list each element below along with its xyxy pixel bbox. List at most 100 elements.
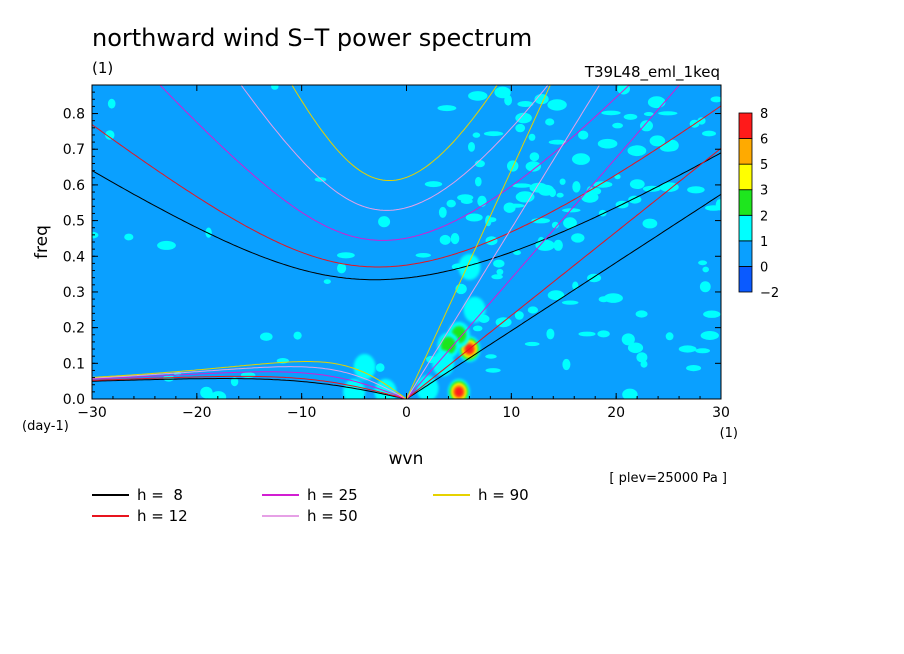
spectrum-patch bbox=[687, 186, 705, 194]
spectrum-patch bbox=[623, 113, 638, 120]
x-tick-label: 20 bbox=[607, 405, 625, 421]
spectrum-patch bbox=[514, 311, 524, 320]
spectrum-patch bbox=[438, 206, 447, 218]
spectrum-patch bbox=[524, 341, 540, 347]
spectrum-patch bbox=[107, 98, 116, 109]
spectrum-patch bbox=[562, 358, 571, 371]
spectrum-patch bbox=[578, 130, 589, 140]
spectrum-patch bbox=[678, 345, 697, 353]
spectrum-patch bbox=[475, 176, 482, 187]
y-tick-label: 0.2 bbox=[63, 321, 85, 337]
spectrum-patch bbox=[483, 131, 504, 137]
spectrum-patch bbox=[512, 183, 532, 188]
legend-label: h = 8 bbox=[137, 486, 183, 504]
x-tick-label: −30 bbox=[77, 405, 107, 421]
spectrum-patch bbox=[627, 145, 647, 157]
spectrum-patch bbox=[460, 198, 473, 204]
peak-contour bbox=[463, 296, 486, 323]
colorbar-swatch bbox=[738, 214, 753, 242]
spectrum-patch bbox=[529, 182, 548, 193]
rossby-curve bbox=[92, 375, 407, 399]
spectrum-patch bbox=[437, 105, 457, 112]
spectrum-patch bbox=[597, 330, 610, 338]
legend-label: h = 50 bbox=[307, 507, 358, 525]
chart-title: northward wind S–T power spectrum bbox=[92, 24, 532, 52]
legend-label: h = 25 bbox=[307, 486, 358, 504]
colorbar-swatch bbox=[738, 240, 753, 267]
spectrum-patch bbox=[549, 188, 556, 198]
spectrum-patch bbox=[504, 94, 512, 106]
spectrum-patch bbox=[92, 231, 99, 239]
spectrum-patch bbox=[200, 386, 213, 399]
spectrum-patch bbox=[124, 233, 134, 241]
colorbar: −2 0 1 2 3 5 6 8 bbox=[738, 107, 779, 301]
spectrum-patch bbox=[572, 181, 581, 193]
spectrum-patch bbox=[665, 332, 674, 341]
dispersion-curves-h50 bbox=[92, 85, 601, 399]
plot-area bbox=[92, 85, 721, 399]
rossby-curve bbox=[92, 378, 407, 399]
inertio-gravity-curve bbox=[92, 105, 721, 268]
spectrum-patch bbox=[450, 233, 460, 245]
spectrum-patch bbox=[260, 332, 273, 341]
spectrum-patch bbox=[572, 153, 590, 165]
rossby-curve bbox=[92, 361, 407, 399]
spectrum-patch bbox=[515, 112, 532, 124]
spectrum-patch bbox=[635, 310, 648, 318]
colorbar-label: 3 bbox=[760, 184, 768, 199]
inertio-gravity-curve bbox=[291, 85, 498, 181]
colorbar-swatch bbox=[738, 189, 753, 216]
spectrum-patch bbox=[472, 325, 483, 332]
spectrum-patch bbox=[485, 368, 501, 373]
rossby-curve bbox=[92, 371, 407, 399]
spectral-peak bbox=[458, 254, 481, 280]
x-unit-label: (1) bbox=[720, 426, 738, 441]
spectrum-patch bbox=[571, 233, 585, 243]
spectrum-patch bbox=[474, 160, 485, 168]
colorbar-label: 2 bbox=[760, 209, 768, 224]
chart-subtitle-left: (1) bbox=[92, 59, 113, 77]
x-tick-label: −20 bbox=[182, 405, 212, 421]
spectrum-patch bbox=[375, 363, 385, 372]
spectrum-patch bbox=[563, 217, 577, 229]
x-tick-label: 0 bbox=[402, 405, 411, 421]
spectrum-patch bbox=[702, 266, 709, 273]
y-tick-label: 0.1 bbox=[63, 356, 85, 372]
legend-label: h = 12 bbox=[137, 507, 188, 525]
spectrum-patch bbox=[491, 274, 503, 280]
legend-item: h = 8 bbox=[92, 486, 183, 504]
spectrum-patch bbox=[230, 377, 239, 387]
kelvin-curve bbox=[406, 193, 721, 399]
spectrum-patch bbox=[105, 130, 115, 140]
spectrum-patch bbox=[710, 96, 721, 103]
spectrum-patch bbox=[527, 306, 539, 314]
spectrum-patch bbox=[603, 293, 623, 303]
peak-contour bbox=[454, 386, 464, 397]
x-tick-label: −10 bbox=[287, 405, 317, 421]
spectrum-patch bbox=[205, 227, 212, 238]
spectrum-patch bbox=[551, 221, 559, 229]
spectrum-patch bbox=[503, 202, 516, 213]
dispersion-curves bbox=[92, 85, 721, 399]
colorbar-label: 5 bbox=[760, 158, 768, 173]
spectrum-texture bbox=[92, 85, 721, 399]
colorbar-swatch bbox=[738, 138, 753, 165]
dispersion-curves-h8 bbox=[92, 152, 721, 399]
spectrum-patch bbox=[293, 331, 302, 340]
spectrum-patch bbox=[548, 139, 567, 145]
x-axis: −30 −20 −10 0 10 20 30 bbox=[77, 85, 730, 421]
chart-subtitle-right: T39L48_eml_1keq bbox=[584, 63, 720, 82]
legend-item: h = 12 bbox=[92, 507, 188, 525]
spectrum-patch bbox=[659, 182, 679, 192]
spectrum-patch bbox=[415, 253, 431, 258]
spectrum-patch bbox=[628, 195, 642, 204]
spectrum-patch bbox=[702, 130, 716, 137]
spectrum-patch bbox=[621, 333, 635, 346]
inertio-gravity-curve bbox=[92, 152, 721, 281]
spectrum-patch bbox=[553, 239, 563, 251]
rossby-curve bbox=[92, 366, 407, 399]
pressure-level-note: [ plev=25000 Pa ] bbox=[609, 471, 727, 486]
spectrum-patch bbox=[547, 99, 567, 111]
spectrum-patch bbox=[529, 152, 540, 162]
